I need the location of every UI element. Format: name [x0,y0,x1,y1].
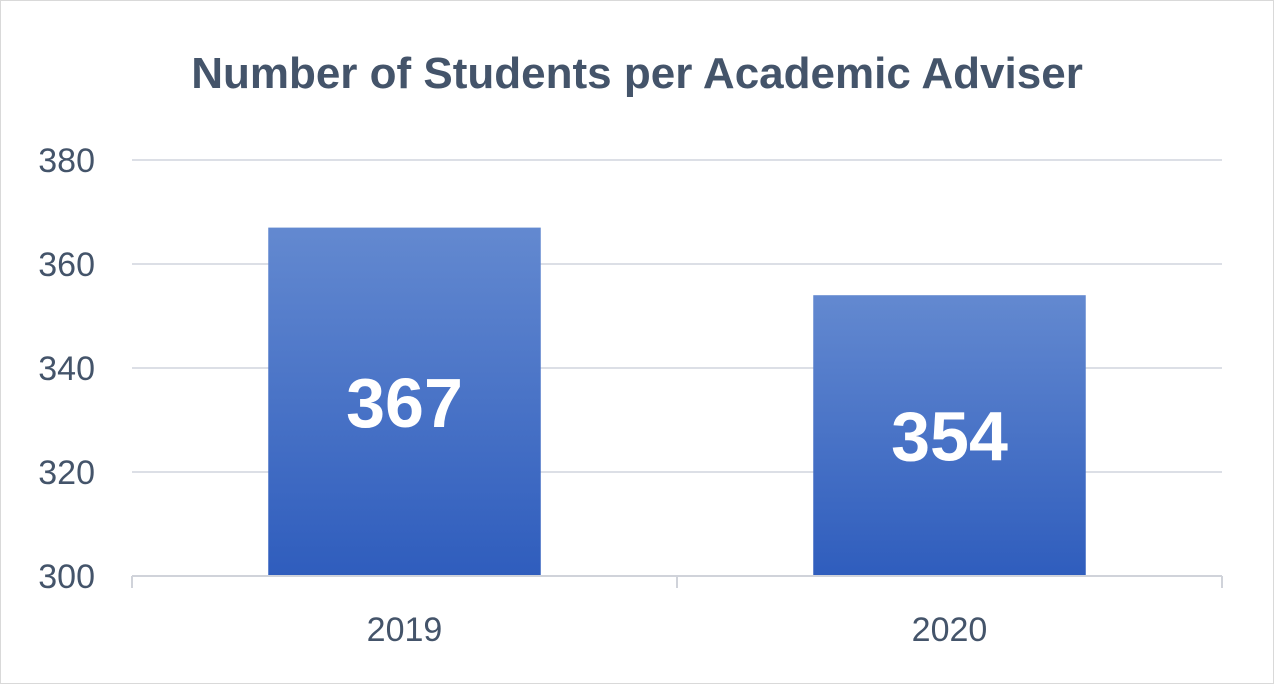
y-axis-tick-labels: 300 320 340 360 380 [38,142,95,596]
x-tick-label: 2019 [367,611,443,649]
x-axis [131,575,1223,588]
y-tick-label: 340 [38,350,95,388]
chart-title: Number of Students per Academic Adviser [191,49,1083,98]
bars [268,227,1086,576]
y-tick-label: 380 [38,142,95,180]
y-tick-label: 360 [38,246,95,284]
data-label-2019: 367 [346,364,463,442]
x-axis-tick-labels: 2019 2020 [367,611,988,649]
data-label-2020: 354 [891,398,1008,476]
bar-2020 [813,295,1086,576]
data-labels: 367 354 [346,364,1008,476]
x-tick-label: 2020 [912,611,988,649]
y-tick-label: 320 [38,454,95,492]
bar-2019 [268,227,541,576]
y-tick-label: 300 [38,558,95,596]
